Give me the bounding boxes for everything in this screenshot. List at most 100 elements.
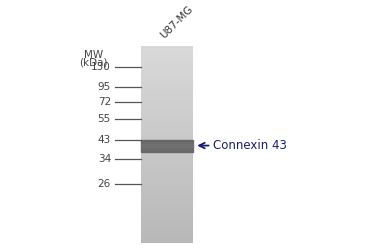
Bar (141, 176, 192, 177)
Bar (141, 195, 192, 197)
Bar (141, 130, 192, 131)
Bar (141, 71, 192, 72)
Bar (141, 153, 192, 154)
Bar (141, 143, 192, 144)
Bar (141, 131, 192, 133)
Bar (141, 230, 192, 231)
Bar (141, 228, 192, 230)
Bar (141, 100, 192, 102)
Bar (141, 236, 192, 238)
Bar (141, 80, 192, 82)
Bar (141, 49, 192, 51)
Bar (141, 180, 192, 182)
Bar (141, 212, 192, 213)
Bar (141, 166, 192, 168)
Bar (141, 210, 192, 212)
Bar (141, 208, 192, 210)
Text: 43: 43 (98, 135, 111, 145)
Bar (141, 62, 192, 64)
Bar (141, 133, 192, 135)
Text: 26: 26 (98, 179, 111, 189)
Bar (141, 184, 192, 186)
Bar (141, 164, 192, 166)
Bar (141, 68, 192, 69)
Bar (141, 84, 192, 86)
Bar (141, 174, 192, 176)
Bar (141, 151, 192, 153)
Bar (141, 122, 192, 123)
Bar (141, 113, 192, 115)
Bar (141, 72, 192, 74)
Text: 95: 95 (98, 82, 111, 92)
Bar (141, 90, 192, 92)
Bar (141, 187, 192, 189)
Bar (141, 110, 192, 112)
Bar (141, 177, 192, 179)
Bar (141, 102, 192, 104)
Bar (141, 140, 192, 151)
Bar (141, 61, 192, 62)
Bar (141, 148, 192, 150)
Bar (141, 223, 192, 225)
Bar (141, 241, 192, 243)
Bar (141, 220, 192, 222)
Bar (141, 194, 192, 195)
Bar (141, 74, 192, 76)
Bar (141, 218, 192, 220)
Bar (141, 189, 192, 190)
Bar (141, 87, 192, 89)
Bar (141, 168, 192, 169)
Bar (141, 190, 192, 192)
Bar (141, 79, 192, 80)
Bar (141, 233, 192, 235)
Bar (141, 46, 192, 48)
Bar (141, 58, 192, 59)
Bar (141, 192, 192, 194)
Bar (141, 98, 192, 100)
Bar (141, 126, 192, 128)
Bar (141, 95, 192, 97)
Bar (141, 186, 192, 187)
Bar (141, 197, 192, 198)
Bar (141, 59, 192, 61)
Bar (141, 172, 192, 174)
Bar (141, 215, 192, 216)
Bar (141, 107, 192, 108)
Bar (141, 225, 192, 226)
Text: MW: MW (84, 50, 104, 60)
Bar (141, 240, 192, 241)
Bar (141, 204, 192, 205)
Bar (141, 112, 192, 113)
Bar (141, 154, 192, 156)
Text: Connexin 43: Connexin 43 (213, 139, 287, 152)
Text: 72: 72 (98, 97, 111, 107)
Bar (141, 158, 192, 159)
Text: (kDa): (kDa) (80, 58, 108, 68)
Bar (141, 231, 192, 233)
Text: 34: 34 (98, 154, 111, 164)
Bar (141, 105, 192, 107)
Bar (141, 115, 192, 116)
Bar (141, 138, 192, 140)
Bar (141, 56, 192, 58)
Bar (141, 235, 192, 236)
Bar (141, 150, 192, 151)
Bar (141, 120, 192, 122)
Bar (141, 205, 192, 207)
Bar (141, 125, 192, 126)
Bar (141, 51, 192, 53)
Bar (141, 118, 192, 120)
Bar (141, 76, 192, 77)
Bar (141, 207, 192, 208)
Bar (141, 53, 192, 54)
Bar (141, 156, 192, 158)
Bar (141, 77, 192, 79)
Bar (141, 128, 192, 130)
Bar (141, 182, 192, 184)
Bar (141, 48, 192, 49)
Text: 55: 55 (98, 114, 111, 124)
Bar (141, 141, 192, 143)
Bar (141, 216, 192, 218)
Bar (141, 123, 192, 125)
Bar (141, 159, 192, 161)
